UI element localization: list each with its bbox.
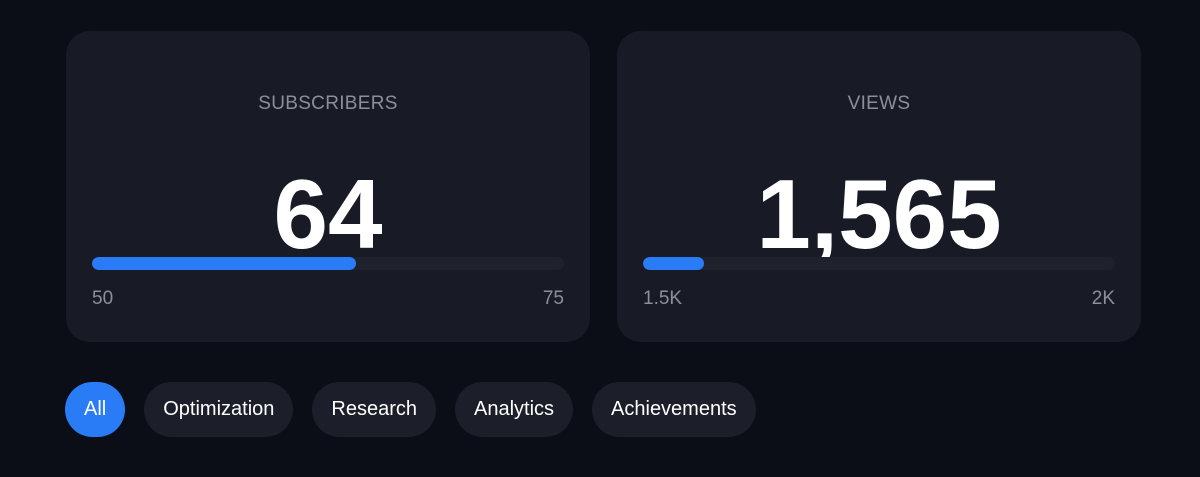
filter-achievements[interactable]: Achievements: [592, 382, 756, 437]
views-card: VIEWS 1,565 1.5K 2K: [617, 31, 1141, 342]
range-min: 50: [92, 288, 114, 309]
range-min: 1.5K: [643, 288, 683, 309]
range-max: 75: [542, 288, 564, 309]
filter-chips: All Optimization Research Analytics Achi…: [65, 382, 756, 437]
subscribers-card: SUBSCRIBERS 64 50 75: [66, 31, 590, 342]
stat-label: VIEWS: [847, 93, 911, 114]
progress-track: [92, 257, 564, 270]
filter-research[interactable]: Research: [312, 382, 436, 437]
stat-label: SUBSCRIBERS: [258, 93, 398, 114]
stat-value: 64: [273, 159, 383, 269]
range-max: 2K: [1091, 288, 1115, 309]
stat-value: 1,565: [756, 159, 1002, 269]
progress-fill: [92, 257, 357, 270]
progress-track: [643, 257, 1115, 270]
progress-fill: [643, 257, 705, 270]
filter-analytics[interactable]: Analytics: [455, 382, 574, 437]
filter-optimization[interactable]: Optimization: [144, 382, 294, 437]
filter-all[interactable]: All: [65, 382, 126, 437]
